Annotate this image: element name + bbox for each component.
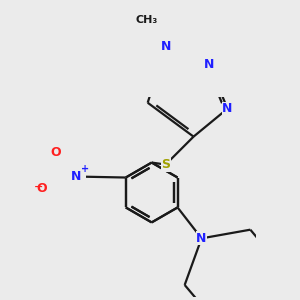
Text: N: N — [71, 170, 81, 183]
Text: O: O — [51, 146, 61, 159]
Text: S: S — [161, 158, 170, 171]
Text: O: O — [37, 182, 47, 195]
Text: CH₃: CH₃ — [135, 14, 157, 25]
Text: N: N — [222, 102, 233, 115]
Text: N: N — [160, 40, 171, 53]
Text: +: + — [81, 164, 89, 174]
Text: N: N — [204, 58, 215, 71]
Text: N: N — [196, 232, 207, 245]
Text: −: − — [34, 182, 43, 192]
